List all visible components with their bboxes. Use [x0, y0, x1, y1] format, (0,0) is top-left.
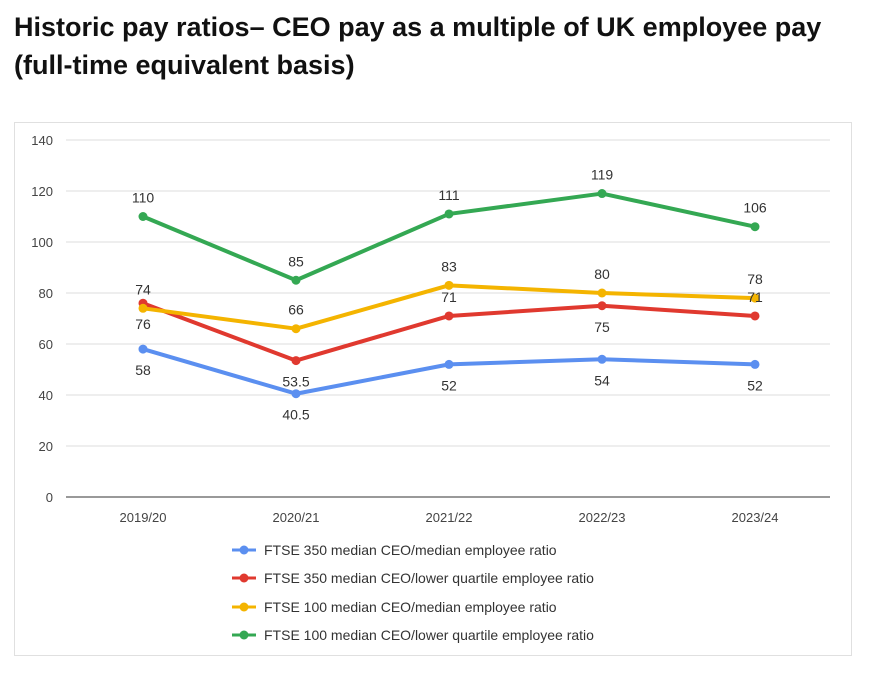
data-point: [597, 301, 607, 311]
y-axis-ticks: 0 20 40 60 80 100 120 140: [31, 133, 53, 505]
y-tick-label: 40: [39, 388, 53, 403]
data-label: 54: [594, 372, 610, 388]
data-label: 119: [591, 167, 614, 183]
x-axis-ticks: 2019/20 2020/21 2021/22 2022/23 2023/24: [120, 510, 779, 525]
data-label: 75: [594, 319, 610, 335]
data-point: [750, 222, 760, 232]
data-point: [444, 311, 454, 321]
x-tick-label: 2021/22: [426, 510, 473, 525]
data-point: [444, 209, 454, 219]
legend: FTSE 350 median CEO/median employee rati…: [232, 542, 594, 643]
data-labels-group: 58 40.5 52 54 52 76 53.5 71 75 71 74 66 83 80 78 110 85 1…: [132, 167, 767, 423]
data-point: [750, 311, 760, 321]
y-tick-label: 140: [31, 133, 53, 148]
y-tick-label: 100: [31, 235, 53, 250]
data-point: [597, 354, 607, 364]
legend-item: FTSE 100 median CEO/lower quartile emplo…: [264, 627, 594, 643]
legend-swatch-dot: [239, 630, 249, 640]
data-point: [597, 288, 607, 298]
data-point: [138, 303, 148, 313]
data-point: [750, 293, 760, 303]
legend-item: FTSE 350 median CEO/lower quartile emplo…: [264, 570, 594, 586]
y-tick-label: 60: [39, 337, 53, 352]
series-group: [138, 189, 760, 399]
data-label: 85: [288, 253, 304, 269]
x-tick-label: 2023/24: [732, 510, 779, 525]
y-tick-label: 20: [39, 439, 53, 454]
data-label: 58: [135, 362, 151, 378]
data-point: [138, 344, 148, 354]
data-label: 40.5: [282, 407, 309, 423]
data-label: 106: [743, 200, 767, 216]
legend-swatch-dot: [239, 545, 249, 555]
data-point: [138, 212, 148, 221]
gridlines: [66, 139, 830, 498]
data-label: 110: [132, 190, 155, 206]
data-label: 76: [135, 316, 151, 332]
x-tick-label: 2020/21: [273, 510, 320, 525]
x-tick-label: 2022/23: [579, 510, 626, 525]
legend-swatch-dot: [239, 573, 249, 583]
data-label: 111: [438, 187, 459, 203]
data-point: [291, 324, 301, 334]
data-label: 53.5: [282, 374, 309, 390]
data-point: [750, 359, 760, 369]
chart-title: Historic pay ratios– CEO pay as a multip…: [14, 12, 822, 80]
data-point: [291, 356, 301, 366]
data-label: 74: [135, 281, 151, 297]
legend-item: FTSE 100 median CEO/median employee rati…: [264, 599, 557, 615]
data-label: 66: [288, 302, 304, 318]
data-label: 78: [747, 271, 763, 287]
y-tick-label: 80: [39, 286, 53, 301]
data-label: 52: [747, 377, 763, 393]
data-point: [444, 280, 454, 290]
data-label: 80: [594, 266, 610, 282]
data-point: [597, 189, 607, 199]
data-label: 71: [747, 289, 763, 305]
data-label: 83: [441, 258, 457, 274]
legend-item: FTSE 350 median CEO/median employee rati…: [264, 542, 557, 558]
legend-swatch-dot: [239, 602, 249, 612]
chart-frame: [14, 122, 852, 656]
x-tick-label: 2019/20: [120, 510, 167, 525]
data-label: 71: [441, 289, 457, 305]
data-point: [291, 389, 301, 399]
data-point: [291, 275, 301, 285]
y-tick-label: 0: [46, 490, 53, 505]
data-point: [444, 359, 454, 369]
data-label: 52: [441, 377, 457, 393]
y-tick-label: 120: [31, 184, 53, 199]
